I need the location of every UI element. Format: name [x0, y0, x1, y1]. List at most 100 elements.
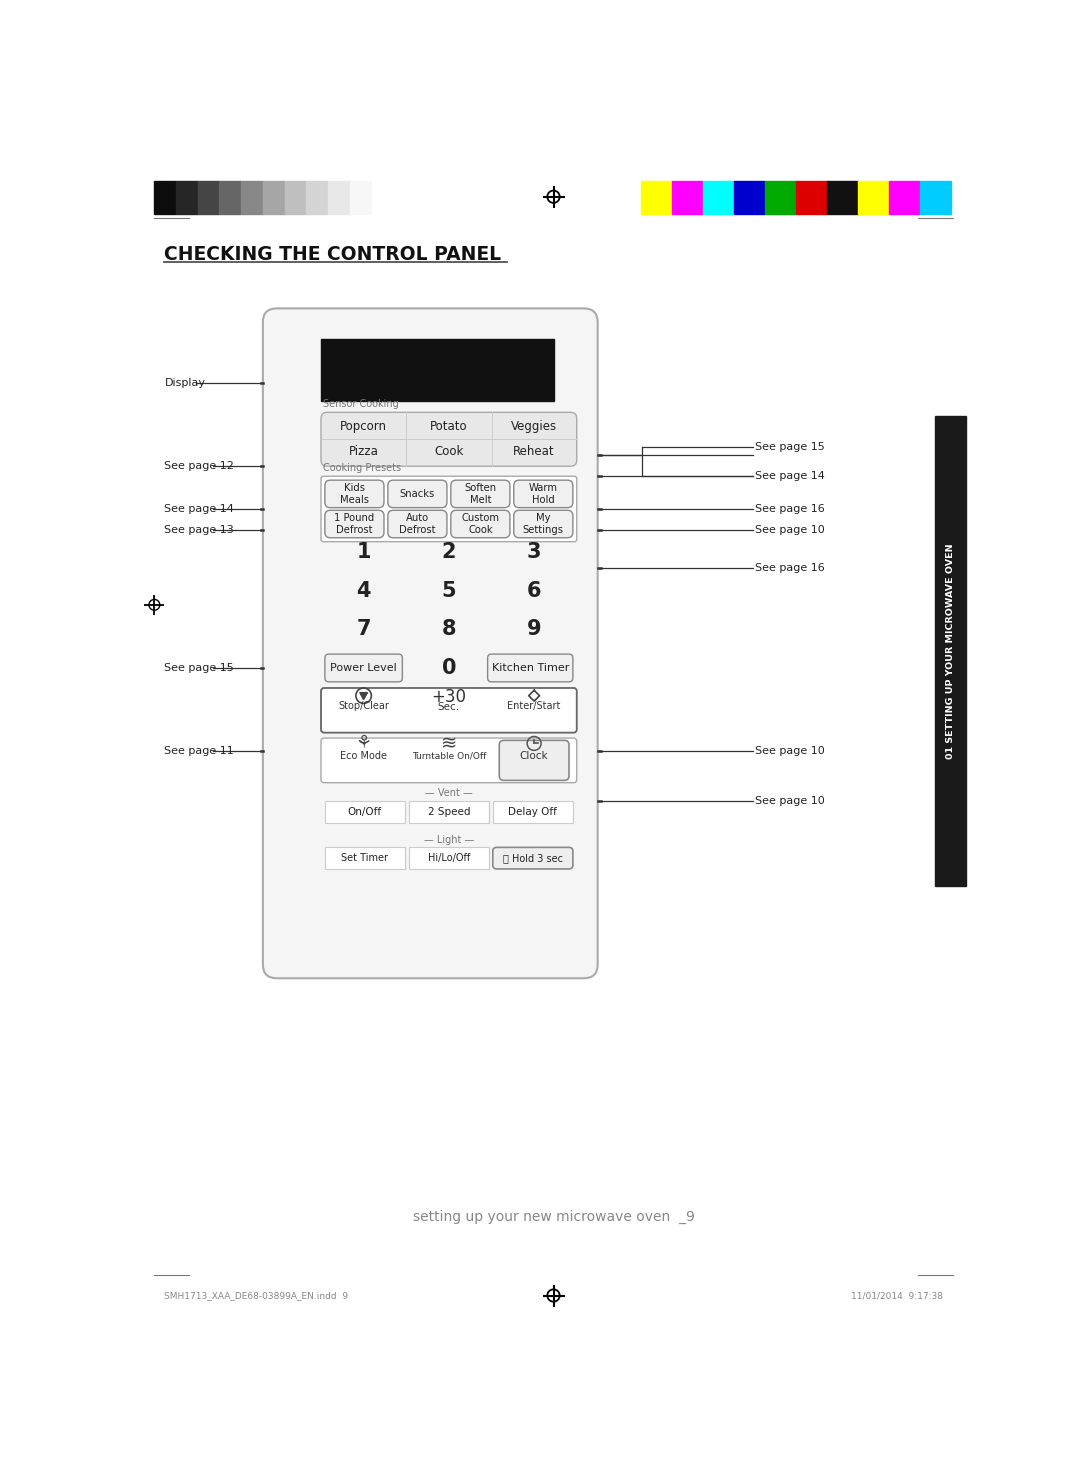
Text: SMH1713_XAA_DE68-03899A_EN.indd  9: SMH1713_XAA_DE68-03899A_EN.indd 9 — [164, 1291, 349, 1300]
Text: Display: Display — [164, 379, 205, 387]
Text: 7: 7 — [356, 620, 370, 639]
Text: Clock: Clock — [519, 751, 549, 760]
Bar — [827, 182, 859, 214]
Text: 6: 6 — [527, 581, 541, 600]
Text: Kitchen Timer: Kitchen Timer — [491, 663, 569, 673]
FancyBboxPatch shape — [492, 847, 572, 870]
Bar — [154, 182, 176, 214]
Text: Power Level: Power Level — [330, 663, 397, 673]
Bar — [796, 182, 827, 214]
Text: 🔒 Hold 3 sec: 🔒 Hold 3 sec — [503, 853, 563, 864]
Bar — [321, 339, 554, 401]
Text: See page 15: See page 15 — [164, 663, 234, 673]
Text: ⚘: ⚘ — [355, 735, 372, 753]
Text: 2 Speed: 2 Speed — [428, 808, 470, 816]
FancyBboxPatch shape — [321, 738, 577, 782]
Text: 4: 4 — [356, 581, 370, 600]
Text: 8: 8 — [442, 620, 456, 639]
Bar — [350, 182, 372, 214]
Text: Veggies: Veggies — [511, 420, 557, 433]
Text: Soften
Melt: Soften Melt — [464, 482, 497, 506]
Bar — [672, 182, 703, 214]
Text: See page 13: See page 13 — [164, 525, 234, 535]
Bar — [284, 182, 307, 214]
FancyBboxPatch shape — [325, 802, 405, 822]
Bar — [176, 182, 198, 214]
Text: Sec.: Sec. — [437, 703, 460, 713]
Text: Auto
Defrost: Auto Defrost — [400, 513, 435, 535]
Text: CHECKING THE CONTROL PANEL: CHECKING THE CONTROL PANEL — [164, 246, 501, 265]
Text: My
Settings: My Settings — [523, 513, 564, 535]
Text: Cooking Presets: Cooking Presets — [323, 463, 401, 473]
FancyBboxPatch shape — [409, 802, 489, 822]
Text: See page 16: See page 16 — [755, 563, 825, 572]
Text: Snacks: Snacks — [400, 490, 435, 498]
FancyBboxPatch shape — [325, 481, 384, 507]
Text: Enter/Start: Enter/Start — [508, 701, 561, 711]
Text: Sensor Cooking: Sensor Cooking — [323, 399, 399, 410]
Text: Kids
Meals: Kids Meals — [340, 482, 369, 506]
Text: Eco Mode: Eco Mode — [340, 751, 387, 760]
FancyBboxPatch shape — [514, 510, 572, 538]
Text: Popcorn: Popcorn — [340, 420, 387, 433]
Text: ≋: ≋ — [441, 734, 457, 753]
Text: Hi/Lo/Off: Hi/Lo/Off — [428, 853, 470, 864]
FancyBboxPatch shape — [325, 847, 405, 870]
FancyBboxPatch shape — [488, 654, 572, 682]
Bar — [262, 182, 284, 214]
Text: See page 15: See page 15 — [755, 442, 825, 453]
Bar — [935, 416, 966, 886]
Text: On/Off: On/Off — [348, 808, 382, 816]
Text: Set Timer: Set Timer — [341, 853, 389, 864]
Text: Pizza: Pizza — [349, 445, 379, 458]
FancyBboxPatch shape — [262, 309, 597, 978]
Text: 9: 9 — [527, 620, 541, 639]
Text: See page 10: See page 10 — [755, 745, 825, 756]
Text: setting up your new microwave oven  _9: setting up your new microwave oven _9 — [413, 1210, 694, 1225]
Bar — [219, 182, 241, 214]
Text: 11/01/2014  9:17:38: 11/01/2014 9:17:38 — [851, 1291, 943, 1300]
Text: See page 16: See page 16 — [755, 503, 825, 513]
FancyBboxPatch shape — [450, 510, 510, 538]
Text: — Vent —: — Vent — — [426, 788, 473, 799]
FancyBboxPatch shape — [409, 847, 489, 870]
Text: Reheat: Reheat — [513, 445, 555, 458]
FancyBboxPatch shape — [321, 476, 577, 541]
Bar — [889, 182, 920, 214]
Text: See page 12: See page 12 — [164, 461, 234, 472]
Bar — [198, 182, 219, 214]
FancyBboxPatch shape — [321, 688, 577, 732]
FancyBboxPatch shape — [492, 802, 572, 822]
Bar — [859, 182, 889, 214]
FancyBboxPatch shape — [321, 413, 577, 466]
Text: Potato: Potato — [430, 420, 468, 433]
FancyBboxPatch shape — [388, 481, 447, 507]
Text: See page 11: See page 11 — [164, 745, 234, 756]
Text: +30: +30 — [431, 688, 467, 707]
Text: 3: 3 — [527, 543, 541, 562]
Text: Turntable On/Off: Turntable On/Off — [411, 751, 486, 760]
Text: Cook: Cook — [434, 445, 463, 458]
Bar — [307, 182, 328, 214]
Bar — [734, 182, 765, 214]
Bar — [328, 182, 350, 214]
Bar — [765, 182, 796, 214]
Text: 1: 1 — [356, 543, 370, 562]
Text: 2: 2 — [442, 543, 456, 562]
FancyBboxPatch shape — [325, 654, 403, 682]
Bar — [642, 182, 672, 214]
Text: See page 10: See page 10 — [755, 525, 825, 535]
Text: 01 SETTING UP YOUR MICROWAVE OVEN: 01 SETTING UP YOUR MICROWAVE OVEN — [946, 543, 955, 759]
FancyBboxPatch shape — [388, 510, 447, 538]
Text: 1 Pound
Defrost: 1 Pound Defrost — [335, 513, 375, 535]
Bar — [703, 182, 734, 214]
FancyBboxPatch shape — [514, 481, 572, 507]
Text: Warm
Hold: Warm Hold — [529, 482, 558, 506]
Text: Stop/Clear: Stop/Clear — [338, 701, 389, 711]
FancyBboxPatch shape — [325, 510, 384, 538]
Text: Delay Off: Delay Off — [509, 808, 557, 816]
Polygon shape — [360, 692, 367, 700]
FancyBboxPatch shape — [450, 481, 510, 507]
Text: 5: 5 — [442, 581, 456, 600]
Text: — Light —: — Light — — [423, 834, 474, 845]
